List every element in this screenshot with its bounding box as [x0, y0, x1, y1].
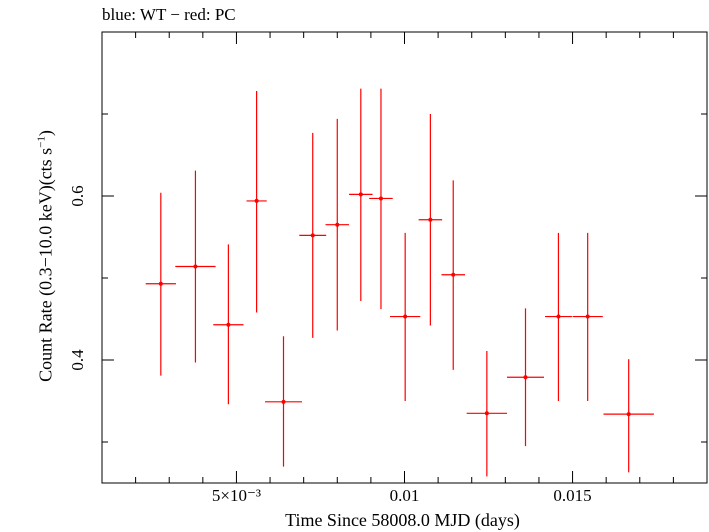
x-tick-label: 0.01 [389, 486, 420, 505]
point-marker [585, 314, 590, 319]
point-marker [403, 314, 408, 319]
point-marker [158, 281, 163, 286]
point-marker [335, 222, 340, 227]
data-point [213, 244, 244, 405]
data-point [441, 180, 465, 370]
data-point [246, 91, 267, 313]
point-marker [556, 314, 561, 319]
data-point [175, 170, 216, 363]
point-marker [281, 399, 286, 404]
data-point [349, 88, 373, 301]
point-marker [428, 217, 433, 222]
point-marker [226, 322, 231, 327]
data-point [369, 88, 393, 310]
point-marker [254, 198, 259, 203]
y-tick-label: 0.4 [68, 349, 87, 371]
data-point [544, 232, 572, 401]
data-point [390, 232, 421, 401]
tick-marks [102, 32, 707, 483]
point-marker [358, 192, 363, 197]
data-point [265, 336, 302, 467]
x-axis-label: Time Since 58008.0 MJD (days) [285, 510, 520, 530]
data-point [507, 308, 544, 447]
point-marker [484, 411, 489, 416]
data-point [145, 192, 176, 376]
chart-title: blue: WT − red: PC [102, 5, 236, 24]
data-points [145, 88, 654, 477]
data-point [418, 114, 443, 326]
point-marker [378, 196, 383, 201]
x-tick-label: 0.015 [553, 486, 592, 505]
data-point [572, 232, 603, 401]
data-point [299, 132, 327, 338]
plot-frame [101, 31, 708, 484]
point-marker [523, 375, 528, 380]
y-tick-label: 0.6 [68, 185, 87, 207]
data-point [466, 350, 508, 477]
data-point [603, 359, 654, 473]
x-tick-label: 5×10⁻³ [211, 486, 262, 505]
point-marker [626, 412, 631, 417]
point-marker [310, 233, 315, 238]
data-point [325, 118, 350, 331]
y-axis-label: Count Rate (0.3−10.0 keV)(cts s−1) [35, 130, 56, 382]
point-marker [193, 264, 198, 269]
point-marker [451, 272, 456, 277]
